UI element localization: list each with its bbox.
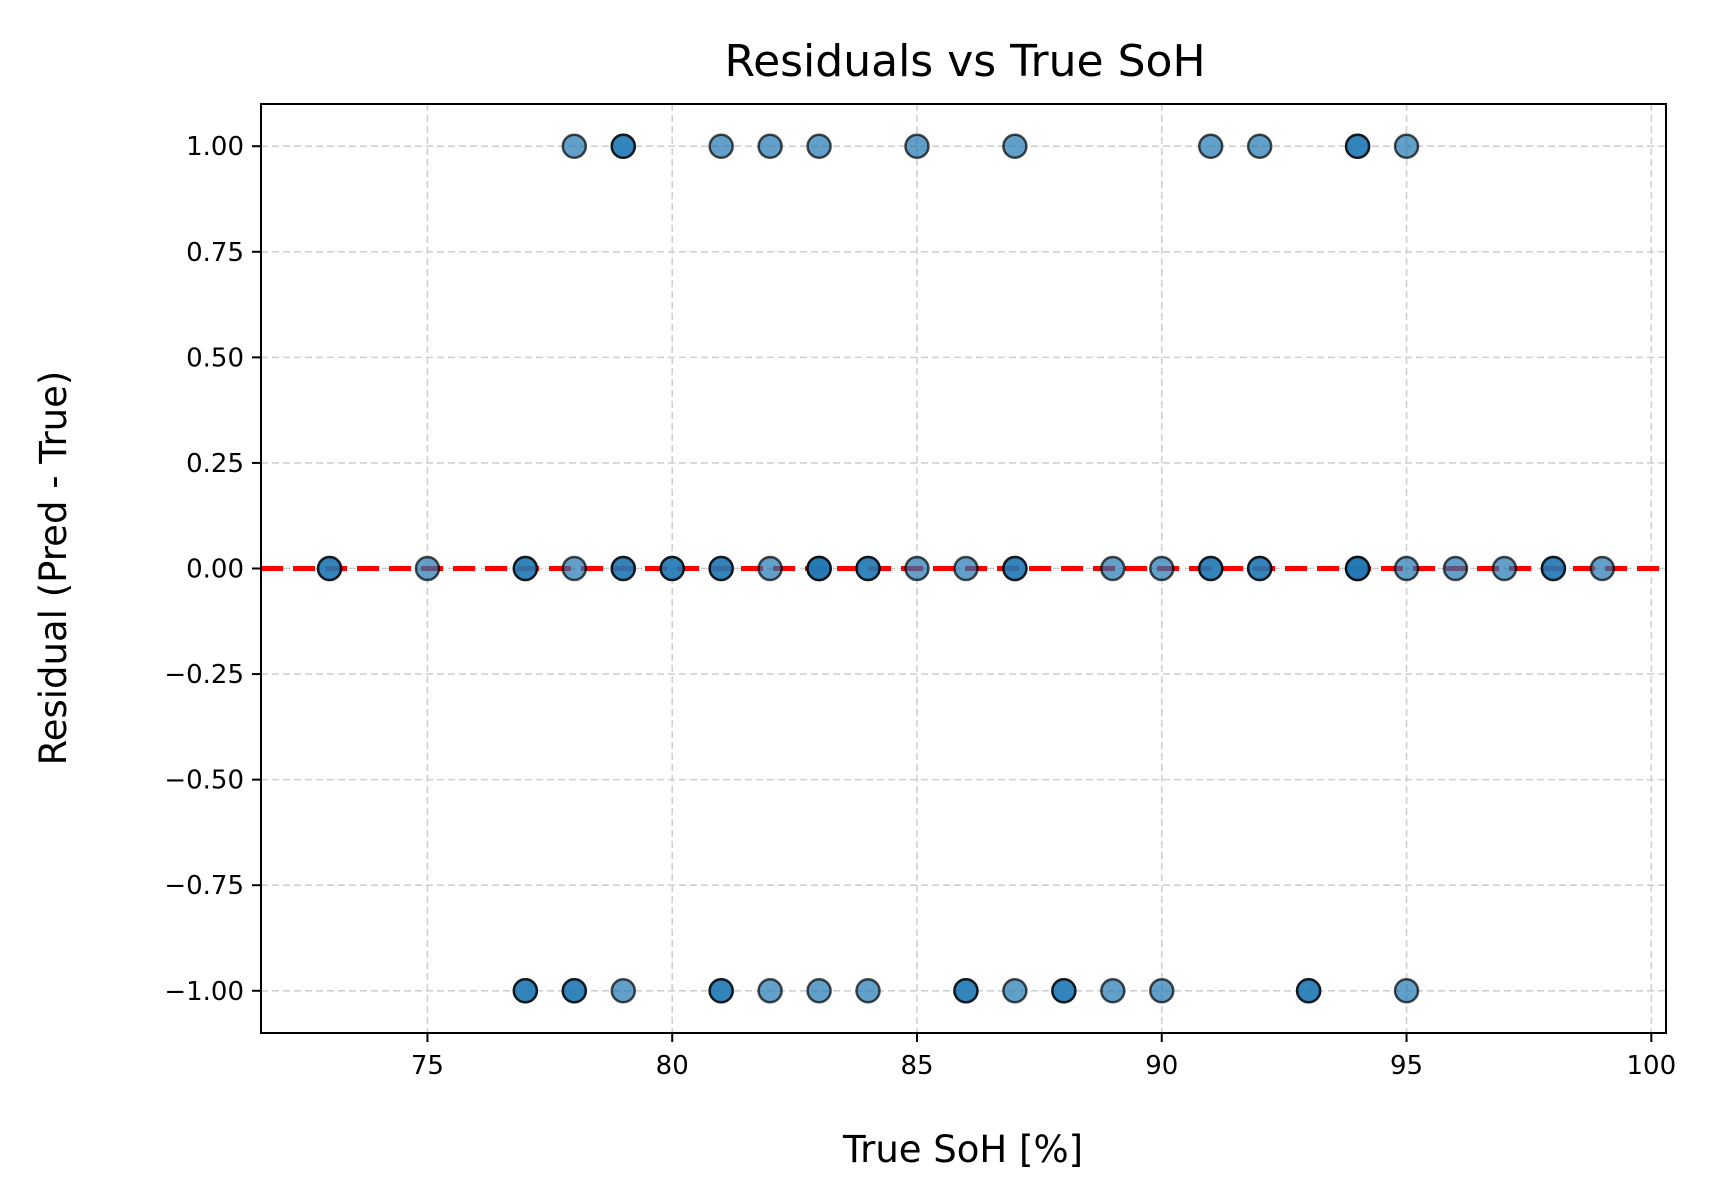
scatter-points [316, 133, 1616, 1004]
scatter-point [1295, 978, 1322, 1004]
scatter-point [1491, 555, 1518, 582]
scatter-point [1393, 133, 1420, 159]
scatter-point [1051, 978, 1077, 1004]
scatter-point [1246, 133, 1273, 159]
scatter-point [953, 978, 979, 1004]
x-tick-label: 80 [656, 1051, 689, 1081]
x-tick-label: 100 [1626, 1051, 1676, 1081]
scatter-point [757, 133, 783, 159]
y-tick-label: −1.00 [164, 977, 244, 1007]
scatter-point [1149, 555, 1175, 582]
scatter-point [855, 555, 881, 582]
scatter-point [610, 133, 637, 159]
x-axis-ticks: 75 80 85 90 95 100 [411, 1033, 1676, 1081]
chart-title: Residuals vs True SoH [724, 36, 1205, 87]
scatter-point [904, 555, 930, 582]
scatter-point [953, 555, 979, 582]
scatter-point [1100, 555, 1126, 582]
scatter-point [610, 555, 637, 582]
y-tick-label: 0.50 [186, 343, 244, 373]
y-tick-label: −0.50 [164, 766, 244, 796]
y-tick-label: 0.25 [186, 449, 244, 479]
y-axis-label: Residual (Pred - True) [32, 371, 75, 766]
scatter-point [561, 555, 588, 582]
scatter-point [1344, 133, 1371, 159]
scatter-point [1197, 133, 1224, 159]
scatter-point [512, 978, 539, 1004]
scatter-point [806, 978, 832, 1004]
scatter-point [806, 133, 832, 159]
scatter-point [1002, 555, 1028, 582]
x-tick-label: 85 [900, 1051, 933, 1081]
scatter-point [708, 555, 734, 582]
scatter-point [904, 133, 930, 159]
scatter-point [708, 978, 734, 1004]
y-tick-label: 0.75 [186, 238, 244, 268]
scatter-point [1246, 555, 1273, 582]
scatter-point [1100, 978, 1126, 1004]
scatter-point [561, 978, 588, 1004]
scatter-point [610, 978, 637, 1004]
scatter-point [1149, 978, 1175, 1004]
y-tick-label: 0.00 [186, 555, 244, 585]
scatter-point [512, 555, 539, 582]
y-tick-label: −0.25 [164, 660, 244, 690]
scatter-point [757, 555, 783, 582]
scatter-point [806, 555, 832, 582]
scatter-point [1589, 555, 1616, 582]
scatter-point [708, 133, 734, 159]
scatter-point [1197, 555, 1224, 582]
y-tick-label: −0.75 [164, 871, 244, 901]
scatter-point [855, 978, 881, 1004]
x-tick-label: 95 [1390, 1051, 1423, 1081]
x-tick-label: 75 [411, 1051, 444, 1081]
x-axis-label: True SoH [%] [842, 1128, 1083, 1171]
y-tick-label: 1.00 [186, 132, 244, 162]
scatter-point [414, 555, 441, 582]
y-axis-ticks: 1.00 0.75 0.50 0.25 0.00 −0.25 −0.50 −0.75 −1.00 [164, 132, 261, 1007]
scatter-point [1442, 555, 1469, 582]
scatter-point [1393, 555, 1420, 582]
scatter-point [1540, 555, 1567, 582]
scatter-point [659, 555, 685, 582]
x-tick-label: 90 [1145, 1051, 1178, 1081]
scatter-point [1393, 978, 1420, 1004]
scatter-point [316, 555, 343, 582]
scatter-point [561, 133, 588, 159]
scatter-point [1344, 555, 1371, 582]
scatter-point [1002, 978, 1028, 1004]
scatter-point [757, 978, 783, 1004]
scatter-point [1002, 133, 1028, 159]
